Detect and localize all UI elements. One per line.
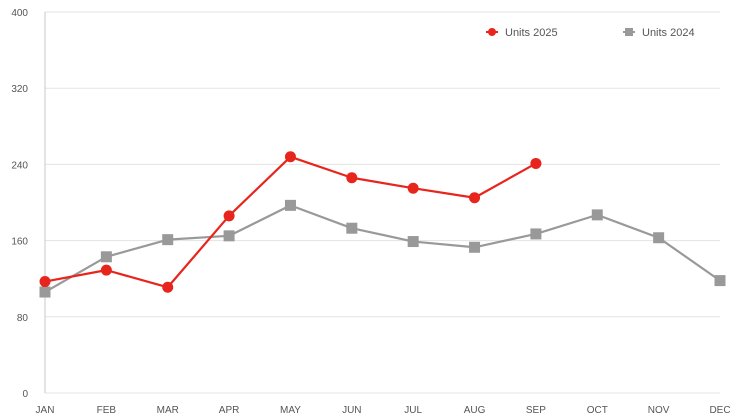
data-point-units-2025[interactable] [530,157,542,169]
data-point-units-2024[interactable] [407,236,419,248]
data-point-units-2024[interactable] [162,234,174,246]
grid-layer [45,11,720,394]
x-tick-label: FEB [97,405,117,416]
x-tick-label: JAN [36,405,55,416]
x-tick-label: AUG [464,405,486,416]
data-point-units-2024[interactable] [223,230,235,242]
data-point-units-2025[interactable] [469,192,481,204]
data-point-units-2024[interactable] [530,228,542,240]
data-point-units-2025[interactable] [346,172,358,184]
data-point-units-2024[interactable] [39,286,51,298]
y-tick-label: 160 [11,237,28,248]
legend-marker [488,28,496,36]
data-point-units-2024[interactable] [469,241,481,253]
series-layer [39,151,726,298]
y-tick-label: 0 [22,389,28,400]
x-tick-label: MAY [280,405,301,416]
data-point-units-2024[interactable] [346,222,358,234]
data-point-units-2024[interactable] [653,232,665,244]
data-point-units-2024[interactable] [100,251,112,263]
data-point-units-2025[interactable] [39,276,51,288]
x-tick-label: SEP [526,405,546,416]
data-point-units-2025[interactable] [407,182,419,194]
x-tick-label: JUL [404,405,422,416]
y-tick-label: 400 [11,8,28,19]
data-point-units-2024[interactable] [591,209,603,221]
x-tick-label: NOV [648,405,670,416]
legend-label: Units 2024 [642,27,695,39]
legend-item-units-2025[interactable]: Units 2025 [486,27,558,39]
y-tick-label: 320 [11,84,28,95]
legend-label: Units 2025 [505,27,558,39]
data-point-units-2024[interactable] [284,199,296,211]
x-tick-label: MAR [157,405,179,416]
x-tick-label: OCT [587,405,608,416]
y-tick-label: 240 [11,160,28,171]
data-point-units-2024[interactable] [714,275,726,287]
x-tick-label: DEC [709,405,730,416]
axis-layer: 0 80 160 240 320 400 JAN FEB MAR APR MAY JUN JUL AUG S… [11,8,730,416]
series-line-units-2025 [44,155,537,289]
x-tick-label: APR [219,405,240,416]
legend[interactable]: Units 2025 Units 2024 [486,27,695,39]
legend-marker [625,28,633,36]
y-tick-label: 80 [17,313,29,324]
data-point-units-2025[interactable] [223,210,235,222]
series-line-units-2024 [44,204,721,293]
data-point-units-2025[interactable] [284,151,296,163]
data-point-units-2025[interactable] [100,264,112,276]
x-tick-label: JUN [342,405,361,416]
data-point-units-2025[interactable] [162,281,174,293]
legend-item-units-2024[interactable]: Units 2024 [623,27,695,39]
